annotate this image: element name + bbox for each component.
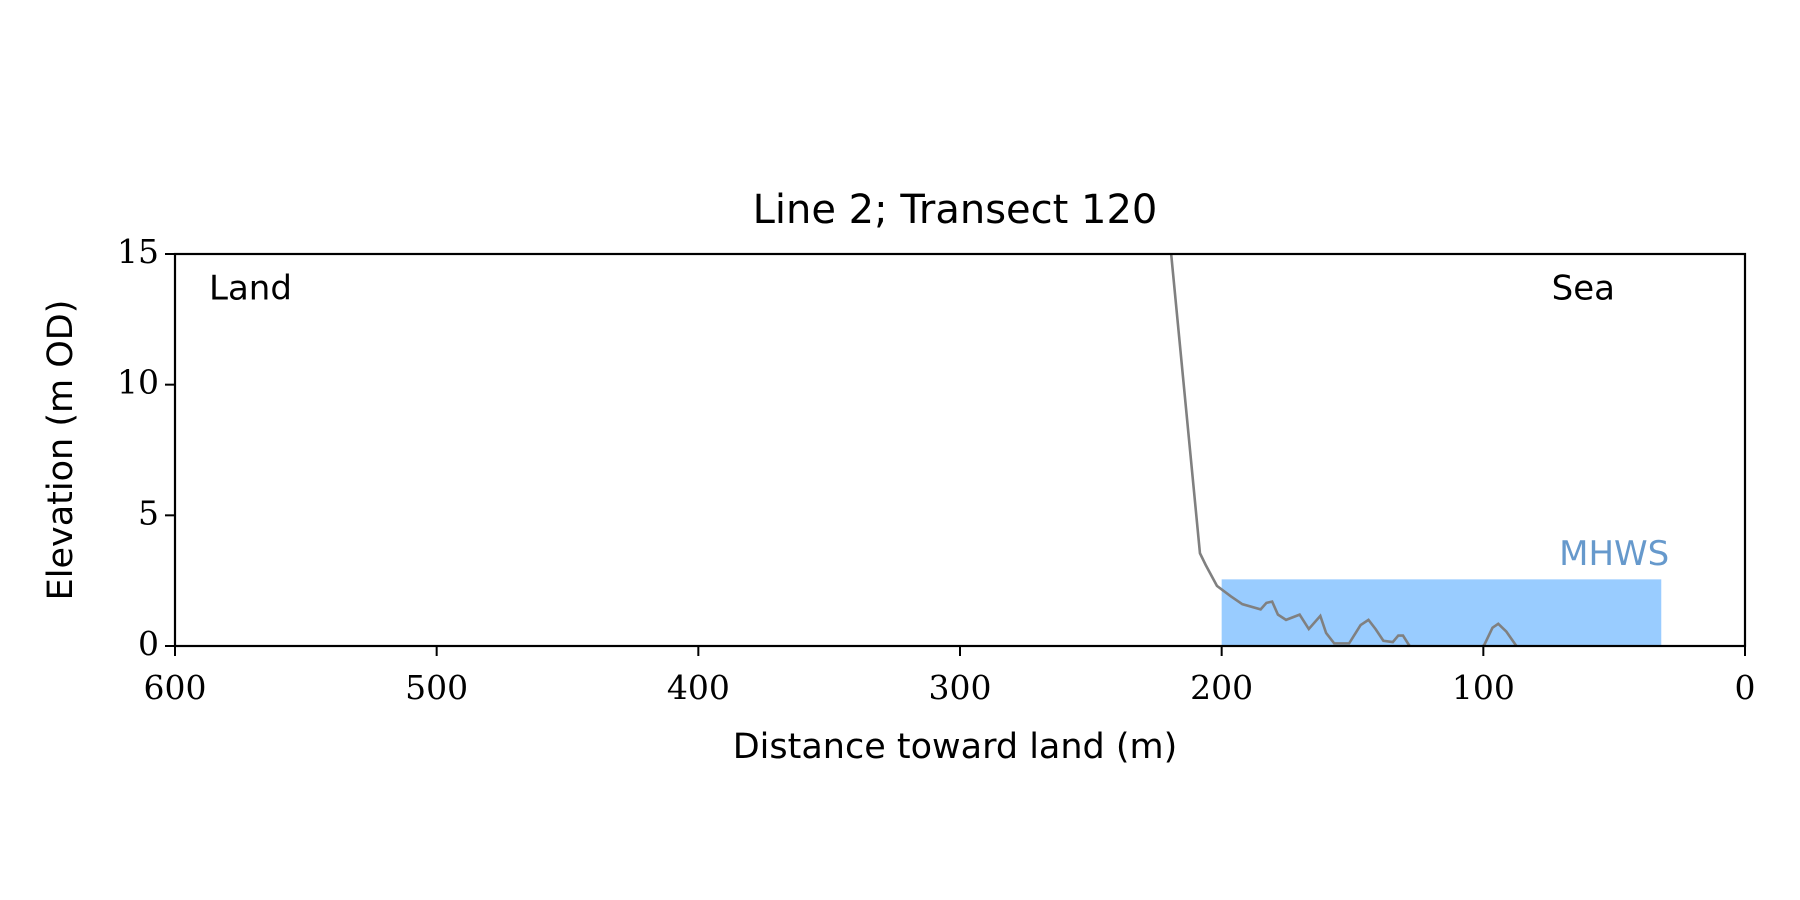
x-axis-label: Distance toward land (m) [733, 727, 1178, 767]
mhws-label: MHWS [1559, 534, 1669, 574]
y-tick-label: 5 [138, 493, 159, 532]
profile-line [1169, 254, 1519, 646]
x-tick-label: 0 [1735, 668, 1756, 707]
y-tick-label: 15 [117, 232, 159, 271]
x-tick-label: 100 [1452, 668, 1515, 707]
chart-title: Line 2; Transect 120 [753, 187, 1158, 233]
x-tick-label: 200 [1190, 668, 1253, 707]
x-tick-label: 300 [929, 668, 992, 707]
x-tick-label: 400 [667, 668, 730, 707]
y-tick-label: 10 [117, 363, 159, 402]
plot-area [1169, 254, 1662, 646]
y-axis-label: Elevation (m OD) [41, 300, 81, 601]
annotation-land: Land [209, 269, 292, 309]
x-tick-label: 600 [144, 668, 207, 707]
y-tick-label: 0 [138, 624, 159, 663]
annotation-sea: Sea [1552, 269, 1615, 309]
x-tick-label: 500 [405, 668, 468, 707]
mhws-band [1221, 579, 1662, 646]
